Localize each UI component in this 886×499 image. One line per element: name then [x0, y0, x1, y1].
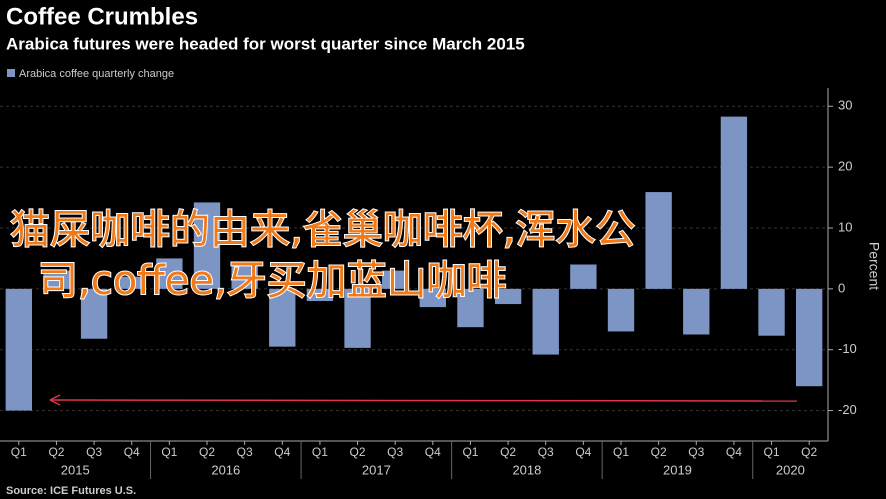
bar [80, 288, 108, 339]
x-tick-label: Q4 [425, 445, 441, 459]
bar [156, 258, 183, 289]
x-tick-label: Q3 [538, 445, 554, 459]
x-tick-label: Q2 [651, 445, 667, 459]
x-tick-label: Q4 [575, 445, 591, 459]
x-tick-label: Q1 [462, 445, 478, 459]
x-tick-label: Q3 [86, 445, 102, 459]
x-group-label: 2016 [211, 462, 240, 477]
source: Source: ICE Futures U.S. [6, 485, 136, 497]
annotation-arrow [49, 399, 798, 402]
bar [43, 270, 70, 289]
bar [419, 288, 446, 308]
x-tick-label: Q2 [801, 445, 817, 459]
overlay-text: 司,coffee,牙买加蓝山咖啡 [38, 258, 507, 304]
x-group-label: 2019 [663, 462, 692, 477]
y-tick-label: 0 [838, 280, 845, 295]
arrow-head [49, 394, 61, 406]
x-group-label: 2015 [61, 462, 90, 477]
x-tick-label: Q2 [199, 445, 215, 459]
bar [193, 202, 221, 289]
legend-label: Arabica coffee quarterly change [19, 68, 174, 80]
plot: -20 -10 0 10 20 30 Q1 Q2 Q3 Q4 Q1 Q2 Q3 Q4 Q1 Q2 Q3 Q4 Q1 Q… [0, 88, 857, 479]
bar [269, 288, 296, 347]
x-tick-label: Q1 [312, 445, 328, 459]
x-tick-label: Q2 [350, 445, 366, 459]
x-tick-label: Q4 [726, 445, 742, 459]
bar [494, 288, 522, 305]
chart-title: Coffee Crumbles [6, 3, 198, 30]
x-tick-label: Q1 [613, 445, 629, 459]
x-tick-label: Q3 [387, 445, 403, 459]
x-tick-label: Q4 [274, 445, 290, 459]
bar [570, 264, 597, 289]
legend-swatch [7, 69, 15, 77]
overlay-text: 猫屎咖啡的由来,雀巢咖啡杯,浑水公 [10, 207, 635, 253]
bar [720, 116, 748, 289]
bar [607, 288, 635, 332]
y-tick-label: 20 [838, 159, 852, 174]
x-tick-label: Q1 [11, 445, 27, 459]
bar [758, 288, 785, 336]
bar [231, 264, 258, 289]
x-tick-label: Q3 [688, 445, 704, 459]
bar [645, 192, 672, 289]
x-tick-label: Q1 [161, 445, 177, 459]
bar [532, 288, 559, 355]
y-tick-label: -20 [838, 402, 857, 417]
x-group-label: 2020 [776, 462, 805, 477]
bar [382, 270, 409, 289]
y-axis-label: Percent [866, 242, 882, 290]
bar [118, 276, 145, 289]
x-group-label: 2017 [362, 462, 391, 477]
bar [457, 288, 484, 328]
bar [683, 288, 710, 335]
y-tick-label: 10 [838, 219, 852, 234]
chart-subtitle: Arabica futures were headed for worst qu… [6, 34, 525, 53]
bar [5, 288, 32, 411]
x-tick-label: Q4 [124, 445, 140, 459]
x-tick-label: Q2 [500, 445, 516, 459]
y-tick-label: -10 [838, 341, 857, 356]
x-group-label: 2018 [512, 462, 541, 477]
x-tick-label: Q1 [764, 445, 780, 459]
x-tick-label: Q2 [48, 445, 64, 459]
bar [344, 288, 371, 348]
bar [306, 288, 334, 302]
y-tick-label: 30 [838, 98, 852, 113]
bar [796, 288, 823, 387]
x-tick-label: Q3 [237, 445, 253, 459]
